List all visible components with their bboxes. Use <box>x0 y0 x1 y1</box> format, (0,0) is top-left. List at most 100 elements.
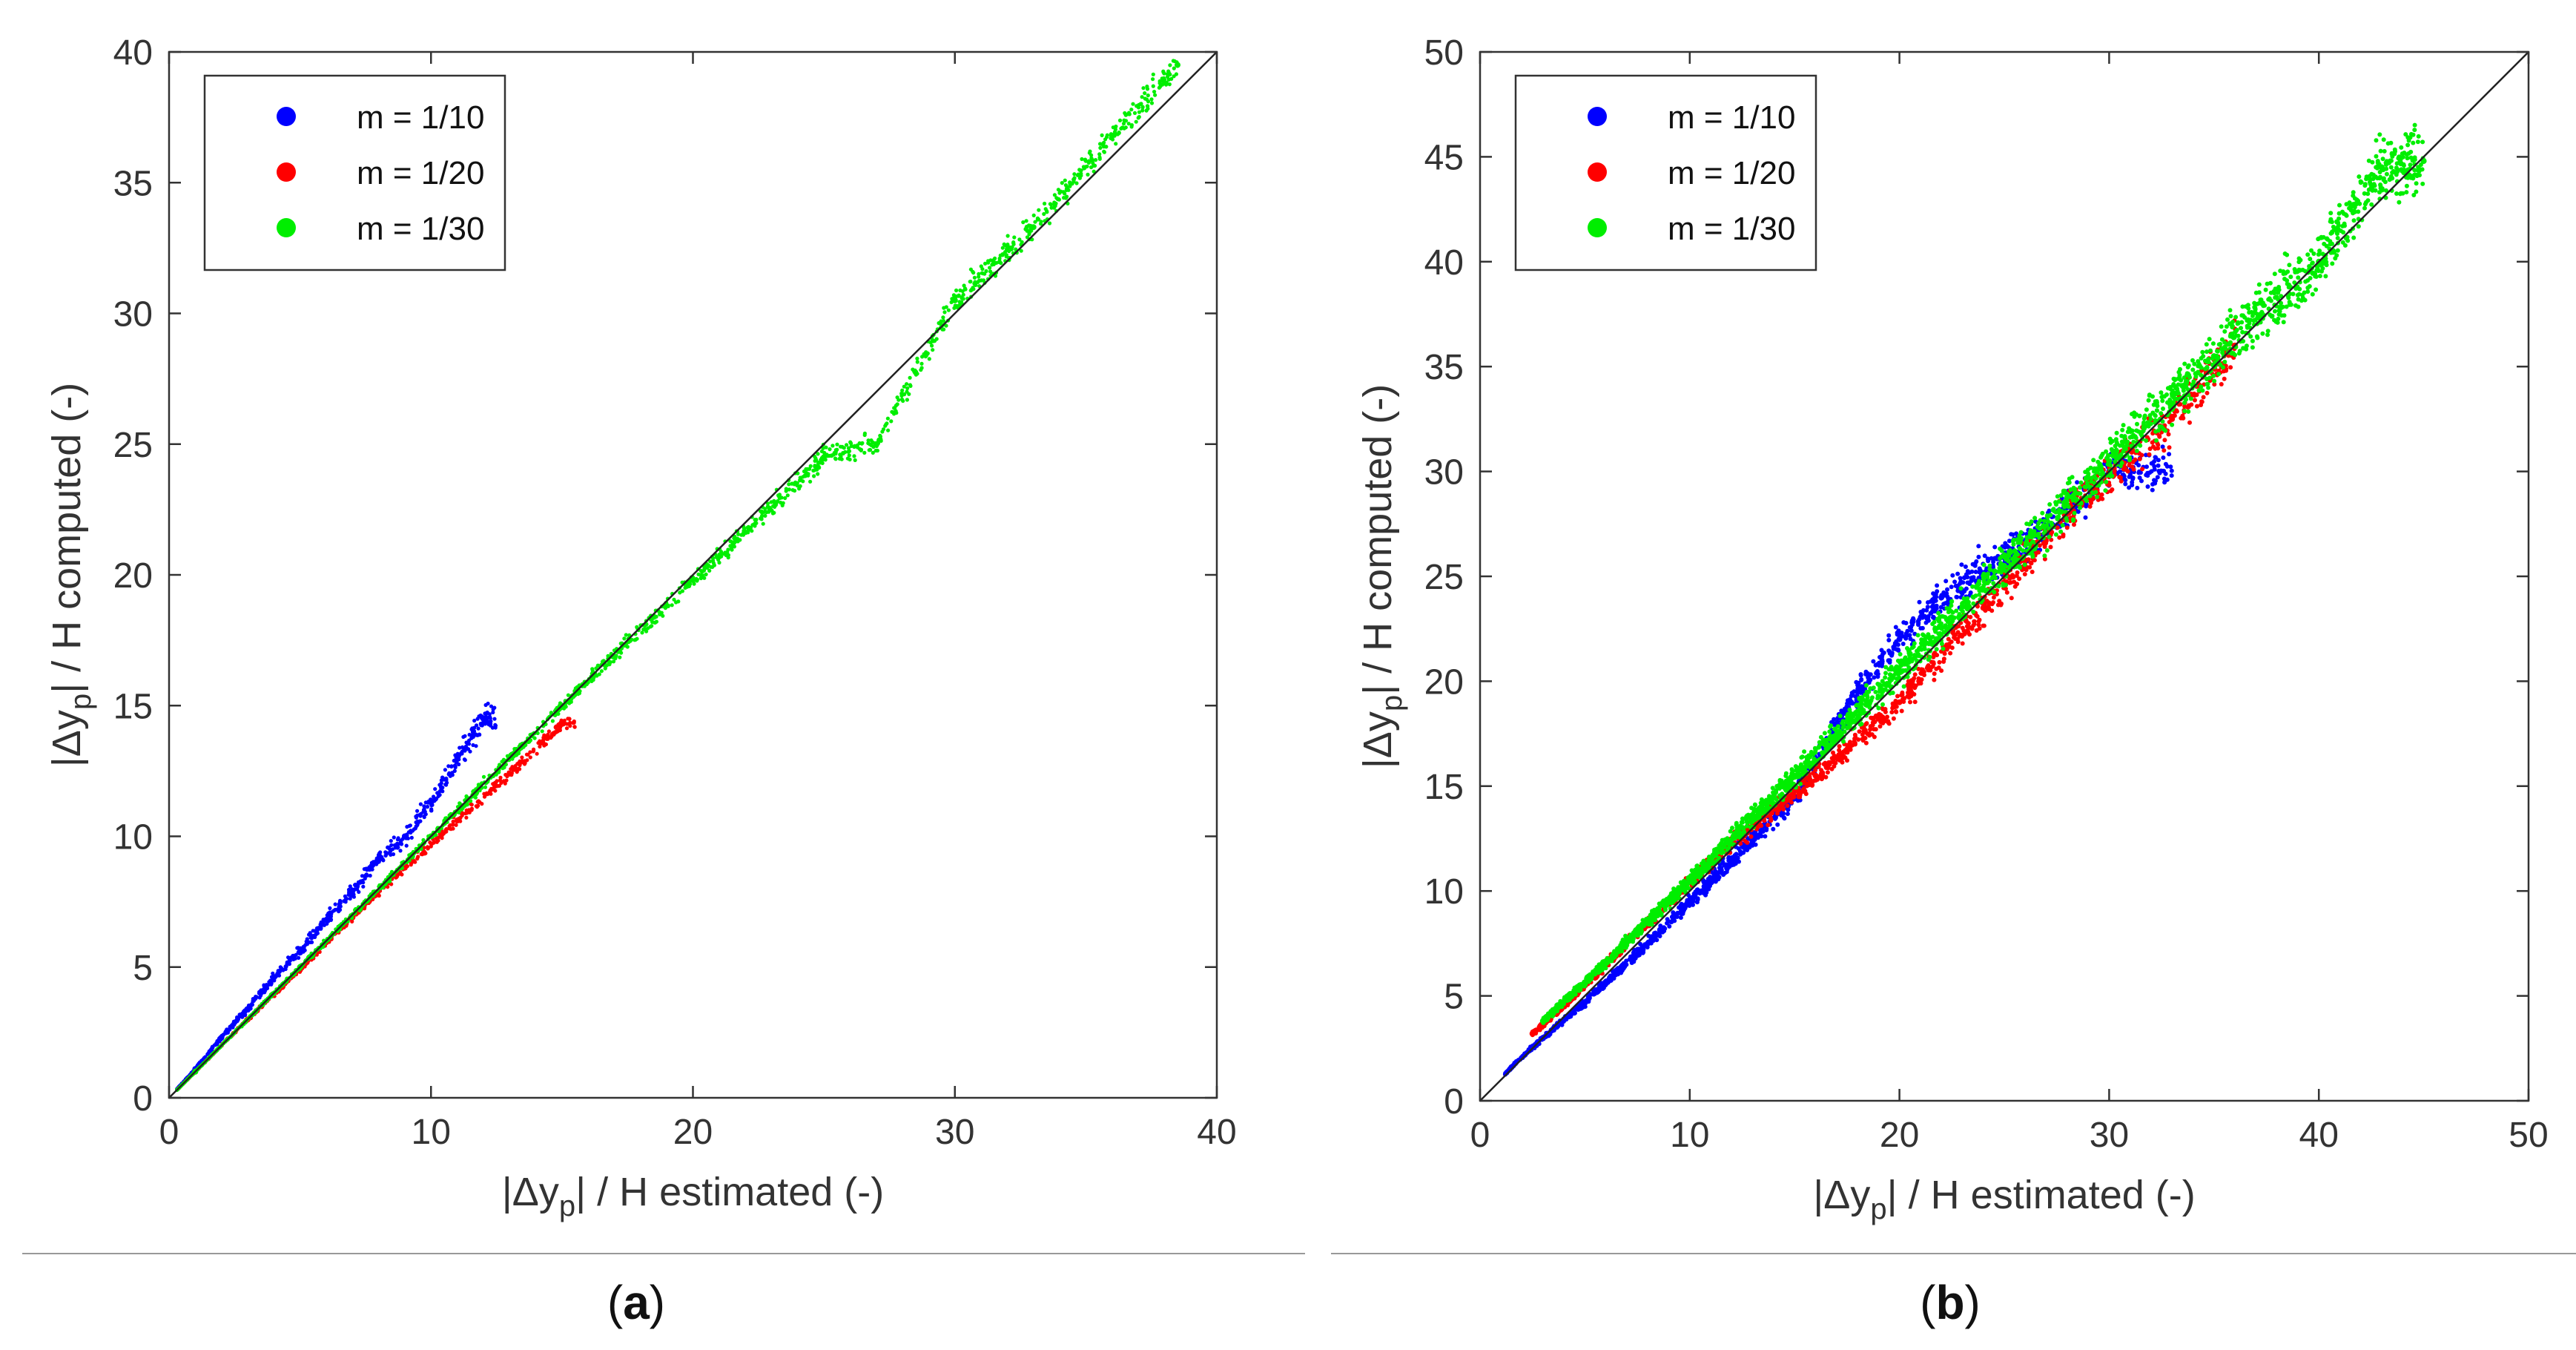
data-point <box>1671 915 1677 921</box>
data-point <box>226 1028 231 1033</box>
data-point <box>1035 217 1040 222</box>
data-point <box>1920 625 1925 630</box>
data-point <box>462 748 466 752</box>
data-point <box>422 815 426 820</box>
data-point <box>474 744 478 748</box>
data-point <box>828 447 832 452</box>
data-point <box>336 907 340 912</box>
data-point <box>1074 181 1079 185</box>
data-point-anchor <box>1582 999 1588 1006</box>
data-point <box>1571 1010 1576 1015</box>
data-point <box>1903 621 1909 625</box>
data-point <box>458 752 463 757</box>
data-point <box>1146 99 1151 104</box>
x-tick-label: 30 <box>935 1113 974 1152</box>
data-point <box>391 852 396 857</box>
data-point <box>919 361 924 366</box>
data-point <box>726 556 730 560</box>
data-point <box>920 355 925 359</box>
data-point <box>1749 839 1754 844</box>
data-point <box>942 306 946 310</box>
data-point <box>457 762 461 767</box>
data-point <box>1991 559 1996 564</box>
data-point <box>2130 476 2136 481</box>
data-point-anchor <box>454 754 460 761</box>
data-point <box>990 263 994 267</box>
data-point <box>540 729 544 734</box>
data-point <box>386 845 390 849</box>
data-point <box>484 791 489 795</box>
data-point <box>972 275 977 280</box>
data-point <box>348 896 352 901</box>
data-point <box>719 554 724 559</box>
data-point <box>398 849 403 853</box>
data-point <box>962 283 966 288</box>
data-point-anchor <box>271 974 277 981</box>
data-point <box>515 770 519 774</box>
data-point <box>1849 691 1855 696</box>
y-tick-label: 35 <box>113 164 153 203</box>
data-point <box>504 778 509 783</box>
data-point <box>763 510 767 514</box>
y-tick-label: 0 <box>133 1079 153 1119</box>
data-point <box>541 740 546 745</box>
data-point <box>462 757 467 762</box>
data-point <box>941 315 945 320</box>
data-point <box>2156 458 2161 463</box>
data-point <box>380 857 385 862</box>
data-point <box>1941 602 1946 607</box>
data-point <box>591 678 595 682</box>
data-point <box>1734 852 1739 857</box>
data-point <box>951 293 956 297</box>
data-point <box>726 547 730 552</box>
data-point <box>528 755 532 760</box>
data-point <box>931 348 935 352</box>
data-point <box>1141 86 1146 90</box>
data-point <box>1743 847 1748 852</box>
data-point <box>1052 205 1057 210</box>
data-point-anchor <box>1855 688 1860 695</box>
data-point <box>1943 591 1949 596</box>
data-point <box>1925 605 1930 610</box>
data-point <box>254 995 259 999</box>
data-point <box>280 967 285 972</box>
data-point <box>946 308 951 312</box>
data-point <box>622 636 627 641</box>
data-point <box>493 725 498 730</box>
data-point <box>2030 570 2035 574</box>
data-point <box>541 737 546 742</box>
data-point <box>1005 234 1010 238</box>
data-point <box>450 771 455 775</box>
data-point <box>1153 93 1157 97</box>
data-point-anchor <box>1896 636 1903 642</box>
data-point <box>499 781 503 786</box>
data-point <box>409 835 414 840</box>
data-point <box>483 785 488 789</box>
legend: m = 1/10m = 1/20m = 1/30 <box>203 74 506 271</box>
data-point <box>855 445 860 450</box>
data-point <box>1132 111 1137 115</box>
data-point <box>1970 562 1975 567</box>
data-point <box>485 719 489 724</box>
data-point <box>1025 228 1029 233</box>
data-point <box>680 589 685 593</box>
data-point <box>761 521 765 526</box>
data-point <box>2161 469 2167 473</box>
data-point-anchor <box>1175 62 1180 68</box>
data-point <box>830 444 835 448</box>
data-point <box>1097 155 1102 159</box>
data-point <box>785 493 790 498</box>
data-point <box>1688 896 1693 901</box>
data-point <box>968 267 973 271</box>
data-point <box>348 884 352 889</box>
data-point <box>971 286 975 290</box>
data-point <box>2144 464 2149 470</box>
data-point <box>566 717 570 721</box>
data-point <box>612 655 617 660</box>
data-point <box>1102 145 1106 149</box>
data-point <box>1916 622 1921 628</box>
data-point <box>1100 133 1104 137</box>
data-point <box>1780 811 1785 816</box>
data-point <box>546 732 550 737</box>
data-point-anchor <box>218 1034 225 1041</box>
